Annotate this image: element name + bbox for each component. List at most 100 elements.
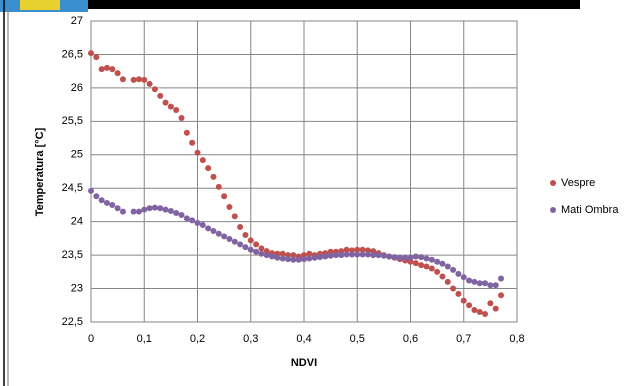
point [301,256,307,262]
y-tick-label: 23,5 [62,249,83,261]
point [450,267,456,273]
point [184,130,190,136]
point [312,255,318,261]
point [226,236,232,242]
x-tick-label: 0,8 [509,333,524,345]
point [115,205,121,211]
point [232,213,238,219]
legend-marker [550,207,556,213]
point [498,276,504,282]
point [157,205,163,211]
point [493,306,499,312]
point [269,253,275,259]
point [93,193,99,199]
point [195,150,201,156]
point [189,140,195,146]
point [115,70,121,76]
point [381,253,387,259]
point [205,225,211,231]
point [248,247,254,253]
point [482,280,488,286]
point [242,232,248,238]
point [290,257,296,263]
point [163,100,169,106]
x-tick-label: 0 [88,333,94,345]
point [471,279,477,285]
point [434,259,440,265]
point [168,104,174,110]
point [237,224,243,230]
point [429,257,435,263]
point [370,252,376,258]
point [242,244,248,250]
point [109,202,115,208]
point [179,212,185,218]
y-tick-label: 23 [71,282,83,294]
x-axis-title: NDVI [291,357,317,369]
y-axis-title: Temperatura [°C] [34,127,46,216]
point [157,93,163,99]
y-tick-label: 24 [71,216,83,228]
y-tick-label: 27 [71,15,83,27]
point [205,165,211,171]
point [147,205,153,211]
point [258,251,264,257]
point [306,255,312,261]
point [439,261,445,267]
point [418,262,424,268]
point [477,309,483,315]
point [471,307,477,313]
point [498,292,504,298]
y-tick-label: 22,5 [62,316,83,328]
point [232,239,238,245]
point [487,282,493,288]
point [493,282,499,288]
point [349,251,355,257]
x-tick-label: 0,2 [190,333,205,345]
point [280,255,286,261]
point [365,251,371,257]
point [168,208,174,214]
x-tick-label: 0,4 [296,333,311,345]
point [88,50,94,56]
x-tick-label: 0,1 [137,333,152,345]
point [99,197,105,203]
point [200,157,206,163]
x-tick-label: 0,7 [456,333,471,345]
legend-marker [550,180,556,186]
point [179,115,185,121]
point [226,204,232,210]
point [141,77,147,83]
point [136,76,142,82]
point [466,278,472,284]
point [216,184,222,190]
point [210,174,216,180]
point [253,241,259,247]
point [477,280,483,286]
point [487,300,493,306]
point [131,209,137,215]
legend-label: Mati Ombra [561,204,619,216]
point [423,263,429,269]
point [109,66,115,72]
point [445,279,451,285]
point [221,233,227,239]
point [413,260,419,266]
point [248,237,254,243]
point [147,81,153,87]
point [195,220,201,226]
top-strip [88,0,580,9]
point [455,291,461,297]
y-tick-label: 25,5 [62,115,83,127]
point [210,228,216,234]
x-tick-label: 0,3 [243,333,258,345]
point [376,252,382,258]
point [338,252,344,258]
point [152,86,158,92]
point [413,253,419,259]
point [88,188,94,194]
point [285,256,291,262]
point [104,200,110,206]
point [317,254,323,260]
point [131,77,137,83]
